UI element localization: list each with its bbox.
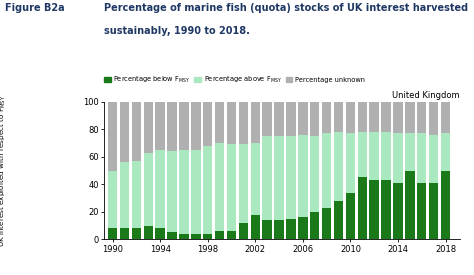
- Bar: [322, 208, 331, 239]
- Bar: [274, 102, 284, 136]
- Text: sustainably, 1990 to 2018.: sustainably, 1990 to 2018.: [104, 26, 250, 36]
- Bar: [238, 102, 248, 144]
- Bar: [120, 162, 129, 228]
- Bar: [334, 132, 343, 201]
- Bar: [393, 133, 403, 183]
- Bar: [251, 143, 260, 214]
- Bar: [108, 228, 118, 239]
- Bar: [155, 102, 165, 150]
- Bar: [132, 228, 141, 239]
- Text: Percentage of marine fish (quota) stocks of UK interest harvested: Percentage of marine fish (quota) stocks…: [104, 3, 468, 13]
- Bar: [251, 214, 260, 239]
- Bar: [203, 102, 212, 146]
- Bar: [263, 136, 272, 220]
- Bar: [417, 183, 427, 239]
- Bar: [191, 234, 201, 239]
- Bar: [393, 183, 403, 239]
- Bar: [357, 132, 367, 177]
- Bar: [286, 102, 296, 136]
- Bar: [322, 102, 331, 133]
- Bar: [120, 102, 129, 162]
- Bar: [132, 102, 141, 161]
- Bar: [263, 102, 272, 136]
- Text: United Kingdom: United Kingdom: [392, 91, 460, 100]
- Bar: [334, 201, 343, 239]
- Bar: [441, 133, 450, 170]
- Bar: [405, 133, 415, 170]
- Bar: [393, 102, 403, 133]
- Bar: [108, 170, 118, 228]
- Bar: [334, 102, 343, 132]
- Bar: [286, 136, 296, 219]
- Bar: [310, 136, 319, 212]
- Bar: [441, 170, 450, 239]
- Bar: [417, 133, 427, 183]
- Bar: [203, 146, 212, 234]
- Bar: [298, 102, 308, 135]
- Bar: [357, 177, 367, 239]
- Bar: [108, 102, 118, 170]
- Bar: [215, 102, 224, 143]
- Bar: [215, 143, 224, 231]
- Bar: [369, 102, 379, 132]
- Bar: [286, 219, 296, 239]
- Text: Figure B2a: Figure B2a: [5, 3, 64, 13]
- Bar: [179, 234, 189, 239]
- Bar: [215, 231, 224, 239]
- Bar: [310, 102, 319, 136]
- Bar: [203, 234, 212, 239]
- Bar: [429, 183, 438, 239]
- Bar: [429, 102, 438, 135]
- Bar: [191, 102, 201, 150]
- Text: Percentage of marine fish (quota) stocks of
UK interest exploited with respect t: Percentage of marine fish (quota) stocks…: [0, 93, 9, 248]
- Bar: [251, 102, 260, 143]
- Bar: [322, 133, 331, 208]
- Bar: [429, 135, 438, 183]
- Bar: [227, 231, 236, 239]
- Bar: [179, 102, 189, 150]
- Bar: [405, 102, 415, 133]
- Bar: [381, 102, 391, 132]
- Bar: [310, 212, 319, 239]
- Bar: [238, 223, 248, 239]
- Bar: [405, 170, 415, 239]
- Bar: [369, 180, 379, 239]
- Bar: [191, 150, 201, 234]
- Bar: [346, 102, 355, 133]
- Bar: [144, 102, 153, 153]
- Bar: [179, 150, 189, 234]
- Bar: [346, 192, 355, 239]
- Bar: [227, 144, 236, 231]
- Bar: [227, 102, 236, 144]
- Bar: [120, 228, 129, 239]
- Bar: [167, 102, 177, 151]
- Bar: [274, 220, 284, 239]
- Legend: Percentage below F$_\mathregular{MSY}$, Percentage above F$_\mathregular{MSY}$, : Percentage below F$_\mathregular{MSY}$, …: [104, 75, 365, 85]
- Bar: [357, 102, 367, 132]
- Bar: [346, 133, 355, 192]
- Bar: [263, 220, 272, 239]
- Bar: [144, 226, 153, 239]
- Bar: [155, 150, 165, 228]
- Bar: [298, 135, 308, 217]
- Bar: [298, 217, 308, 239]
- Bar: [167, 232, 177, 239]
- Bar: [155, 228, 165, 239]
- Bar: [441, 102, 450, 133]
- Bar: [274, 136, 284, 220]
- Bar: [381, 132, 391, 180]
- Bar: [381, 180, 391, 239]
- Bar: [144, 153, 153, 225]
- Bar: [417, 102, 427, 133]
- Bar: [132, 161, 141, 228]
- Bar: [167, 151, 177, 232]
- Bar: [369, 132, 379, 180]
- Bar: [238, 144, 248, 223]
